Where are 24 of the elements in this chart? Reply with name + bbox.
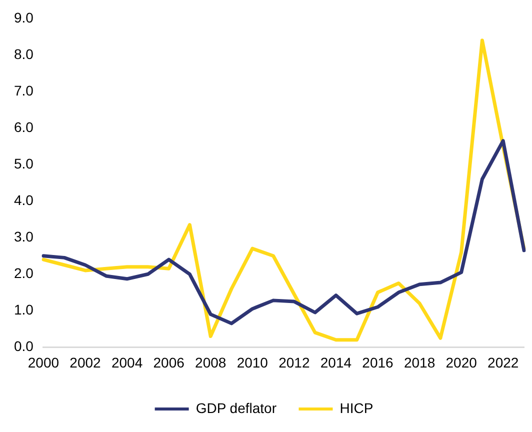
y-tick-label: 3.0 <box>14 228 34 244</box>
y-tick-label: 1.0 <box>14 302 34 318</box>
x-tick-label: 2008 <box>195 354 226 370</box>
y-tick-label: 6.0 <box>14 118 34 135</box>
x-tick-label: 2002 <box>70 354 102 370</box>
y-tick-label: 9.0 <box>14 9 34 26</box>
legend-label: HICP <box>340 400 374 416</box>
x-tick-label: 2006 <box>153 354 185 370</box>
x-tick-label: 2010 <box>236 354 268 370</box>
x-tick-label: 2004 <box>111 354 143 370</box>
x-tick-label: 2022 <box>488 354 519 370</box>
y-tick-label: 8.0 <box>14 46 34 62</box>
x-tick-label: 2018 <box>404 354 436 370</box>
x-tick-label: 2014 <box>320 354 352 370</box>
y-tick-label: 5.0 <box>14 155 34 172</box>
y-tick-label: 7.0 <box>14 82 34 98</box>
x-tick-label: 2020 <box>446 354 478 370</box>
x-tick-label: 2016 <box>362 354 394 370</box>
x-tick-label: 2000 <box>28 354 60 370</box>
y-tick-label: 4.0 <box>14 192 34 208</box>
y-tick-label: 2.0 <box>14 264 34 281</box>
x-tick-label: 2012 <box>278 354 310 370</box>
legend-label: GDP deflator <box>196 400 277 416</box>
y-tick-label: 0.0 <box>14 338 34 354</box>
